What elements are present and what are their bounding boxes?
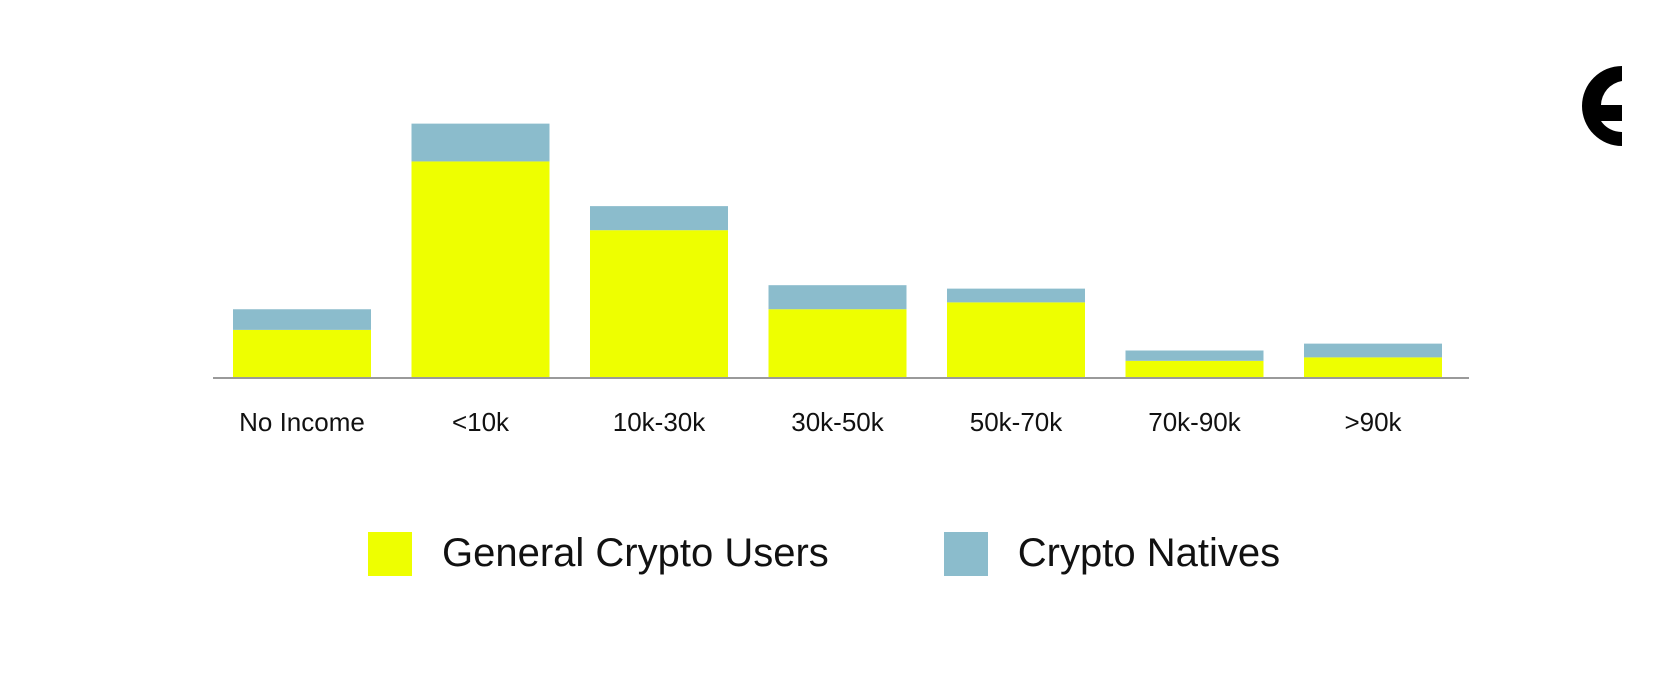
- x-tick-labels: No Income <10k 10k-30k 30k-50k 50k-70k 70k-90…: [239, 407, 1402, 437]
- x-tick-label-2: <10k: [452, 407, 510, 437]
- legend-swatch-general-crypto-users: [368, 531, 412, 576]
- legend-item-crypto-natives: Crypto Natives: [943, 531, 1281, 576]
- x-tick-label-6: 70k-90k: [1148, 407, 1241, 437]
- bar-crypto-natives-2: [411, 123, 550, 162]
- bar-general-crypto-users-4: [768, 309, 907, 378]
- bar-general-crypto-users-3: [590, 230, 728, 378]
- stacked-bar-chart: No Income <10k 10k-30k 30k-50k 50k-70k 70k-90…: [213, 123, 1469, 437]
- bar-crypto-natives-4: [768, 285, 907, 310]
- bar-general-crypto-users-6: [1125, 360, 1264, 378]
- x-tick-label-3: 10k-30k: [613, 407, 706, 437]
- x-tick-label-1: No Income: [239, 407, 365, 437]
- brand-c-logo-icon: [1572, 66, 1624, 151]
- bar-crypto-natives-5: [947, 288, 1085, 303]
- bar-crypto-natives-1: [233, 309, 371, 330]
- bar-crypto-natives-7: [1304, 343, 1442, 358]
- legend-item-general-crypto-users: General Crypto Users: [368, 531, 829, 576]
- legend: General Crypto Users Crypto Natives: [368, 531, 1280, 576]
- bar-general-crypto-users-5: [947, 302, 1085, 378]
- bar-general-crypto-users-1: [233, 329, 371, 378]
- bar-general-crypto-users-7: [1304, 357, 1442, 378]
- bar-crypto-natives-3: [590, 206, 728, 231]
- x-tick-label-7: >90k: [1344, 407, 1402, 437]
- bars-layer: [233, 123, 1442, 378]
- legend-label-crypto-natives: Crypto Natives: [1017, 531, 1281, 575]
- bar-crypto-natives-6: [1125, 350, 1264, 361]
- x-tick-label-4: 30k-50k: [791, 407, 884, 437]
- legend-swatch-crypto-natives: [943, 531, 988, 576]
- bar-general-crypto-users-2: [411, 161, 550, 378]
- legend-label-general-crypto-users: General Crypto Users: [442, 531, 829, 575]
- x-tick-label-5: 50k-70k: [970, 407, 1063, 437]
